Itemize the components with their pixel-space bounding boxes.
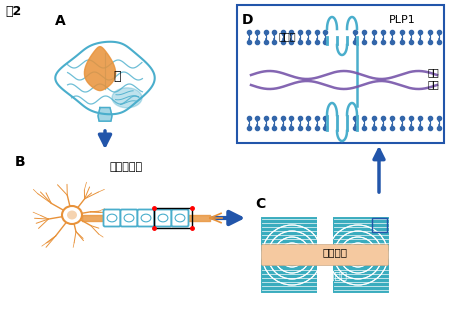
Text: ミエリン: ミエリン [323,270,347,280]
Text: C: C [255,197,265,211]
Ellipse shape [124,214,134,222]
FancyBboxPatch shape [121,209,138,226]
Bar [237,5,444,143]
Ellipse shape [107,214,117,222]
Ellipse shape [175,214,185,222]
Ellipse shape [62,206,82,224]
Polygon shape [85,46,116,91]
Text: A: A [55,14,66,28]
Bar [317,216,333,294]
Ellipse shape [262,225,322,285]
Text: ニューロン: ニューロン [110,162,143,172]
Text: D: D [242,13,253,27]
Text: PLP1: PLP1 [389,15,416,25]
FancyBboxPatch shape [104,209,121,226]
Ellipse shape [67,210,77,219]
Text: 図2: 図2 [5,5,21,18]
Bar [260,216,390,294]
Ellipse shape [112,88,142,108]
Polygon shape [55,42,155,114]
FancyBboxPatch shape [138,209,154,226]
Ellipse shape [141,214,151,222]
FancyBboxPatch shape [261,245,388,266]
Text: アクソン: アクソン [323,247,347,257]
Text: 脳: 脳 [113,69,121,83]
Text: 細胞膜: 細胞膜 [278,31,296,41]
Text: B: B [15,155,26,169]
Ellipse shape [328,225,388,285]
Ellipse shape [158,214,168,222]
Text: 接着
因子: 接着 因子 [427,67,439,89]
Bar [154,208,192,228]
FancyBboxPatch shape [154,209,171,226]
FancyBboxPatch shape [171,209,189,226]
Polygon shape [98,107,112,121]
Bar [372,218,387,232]
